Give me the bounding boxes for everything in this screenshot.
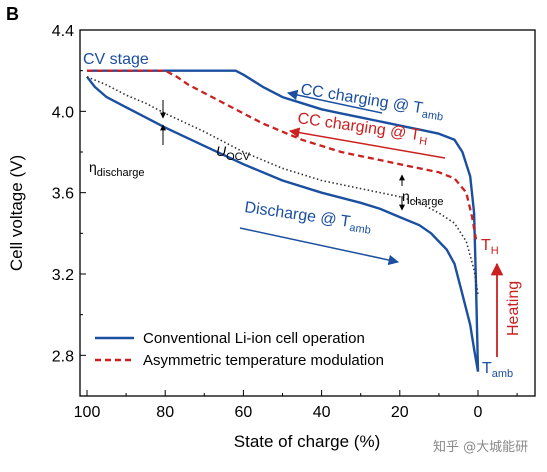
discharge-amb-label: Discharge @ Tamb: [243, 199, 373, 237]
x-tick-label: 20: [391, 404, 409, 421]
y-tick-label: 3.6: [52, 186, 74, 203]
t-h-label: TH: [481, 237, 499, 257]
y-tick-label: 4.0: [52, 104, 74, 121]
panel-label: B: [6, 4, 19, 24]
y-tick-label: 2.8: [52, 348, 74, 365]
legend-label-asymmetric: Asymmetric temperature modulation: [143, 352, 384, 369]
t-amb-label: Tamb: [482, 360, 513, 380]
series-line-2-charging: [87, 69, 478, 240]
heating-label: Heating: [505, 281, 522, 336]
x-tick-label: 0: [474, 404, 483, 421]
ocv-label: UOCV: [216, 143, 251, 163]
x-tick-label: 80: [156, 404, 174, 421]
cc-charging-h-arrow: [288, 127, 446, 159]
series-line-0-charging: [87, 69, 480, 372]
y-axis-title: Cell voltage (V): [7, 155, 26, 271]
cc-charging-amb-arrow: [286, 89, 383, 114]
x-tick-label: 60: [235, 404, 253, 421]
series-line-1-discharge: [86, 76, 480, 372]
cc-charging-h-label: CC charging @ TH: [296, 110, 429, 148]
x-axis-title: State of charge (%): [234, 432, 380, 451]
legend-label-conventional: Conventional Li-ion cell operation: [143, 330, 365, 347]
watermark: 知乎 @大城能研: [433, 439, 528, 455]
x-tick-label: 100: [74, 404, 101, 421]
cv-stage-label: CV stage: [83, 51, 149, 68]
series-line-3-open-circuit-voltage: [86, 76, 479, 295]
axis-ticks: 100 80 60 40 20 0 2.8 3.2 3.6 4.0 4.4: [52, 23, 518, 421]
eta-discharge-label: ηdischarge: [89, 159, 145, 179]
series-layer: [86, 69, 480, 372]
eta-charge-label: ηcharge: [402, 188, 443, 208]
plot-frame: [79, 29, 536, 397]
legend: Conventional Li-ion cell operation Asymm…: [95, 330, 384, 369]
discharge-amb-arrow: [239, 227, 400, 266]
y-tick-label: 3.2: [52, 267, 74, 284]
y-tick-label: 4.4: [52, 23, 74, 40]
x-tick-label: 40: [313, 404, 331, 421]
